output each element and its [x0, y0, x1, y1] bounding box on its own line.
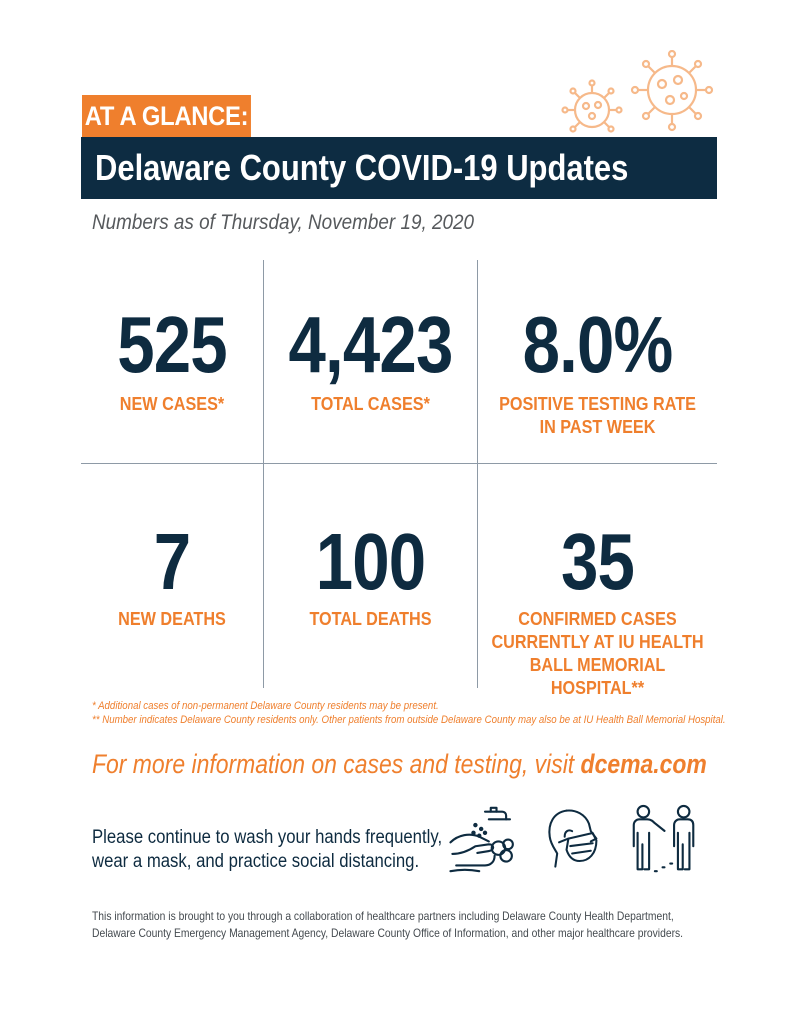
stat-label: NEW CASES* — [119, 394, 225, 414]
stat-value: 7 — [153, 517, 191, 606]
face-mask-icon — [548, 809, 598, 868]
more-info-line: For more information on cases and testin… — [92, 749, 707, 780]
grid-divider-vertical-1 — [263, 260, 264, 688]
dcema-link[interactable]: dcema.com — [580, 749, 707, 779]
hand-washing-icon — [449, 806, 514, 873]
stat-new-deaths: 7 NEW DEATHS — [81, 522, 263, 631]
stat-total-cases: 4,423 TOTAL CASES* — [264, 305, 477, 416]
stat-label: NEW DEATHS — [118, 609, 226, 629]
stat-label: TOTAL DEATHS — [309, 609, 432, 629]
stat-new-cases: 525 NEW CASES* — [81, 305, 263, 416]
stat-value: 8.0% — [522, 300, 674, 389]
stat-value: 35 — [560, 517, 635, 606]
stat-hospital-cases: 35 CONFIRMED CASES CURRENTLY AT IU HEALT… — [478, 522, 717, 700]
grid-divider-horizontal — [81, 463, 717, 464]
footer-credits: This information is brought to you throu… — [92, 909, 684, 940]
footnote-1: * Additional cases of non-permanent Dela… — [92, 700, 439, 712]
stat-positive-rate: 8.0% POSITIVE TESTING RATE IN PAST WEEK — [478, 305, 717, 439]
stat-value: 525 — [117, 300, 227, 389]
safety-reminder: Please continue to wash your hands frequ… — [92, 827, 443, 872]
page-title: Delaware County COVID-19 Updates — [95, 147, 629, 188]
stat-label: POSITIVE TESTING RATE IN PAST WEEK — [499, 394, 696, 437]
at-a-glance-tag: AT A GLANCE: — [82, 95, 251, 137]
stat-total-deaths: 100 TOTAL DEATHS — [264, 522, 477, 631]
virus-icon — [561, 50, 714, 133]
more-info-text: For more information on cases and testin… — [92, 749, 581, 779]
date-subtitle: Numbers as of Thursday, November 19, 202… — [92, 211, 475, 234]
grid-divider-vertical-2 — [477, 260, 478, 688]
stat-label: TOTAL CASES* — [311, 394, 430, 414]
footnote-2: ** Number indicates Delaware County resi… — [92, 714, 726, 726]
social-distancing-icon — [632, 804, 695, 873]
stat-value: 4,423 — [288, 300, 454, 389]
stat-label: CONFIRMED CASES CURRENTLY AT IU HEALTH B… — [491, 609, 704, 698]
stat-value: 100 — [315, 517, 426, 606]
title-bar — [81, 137, 717, 199]
